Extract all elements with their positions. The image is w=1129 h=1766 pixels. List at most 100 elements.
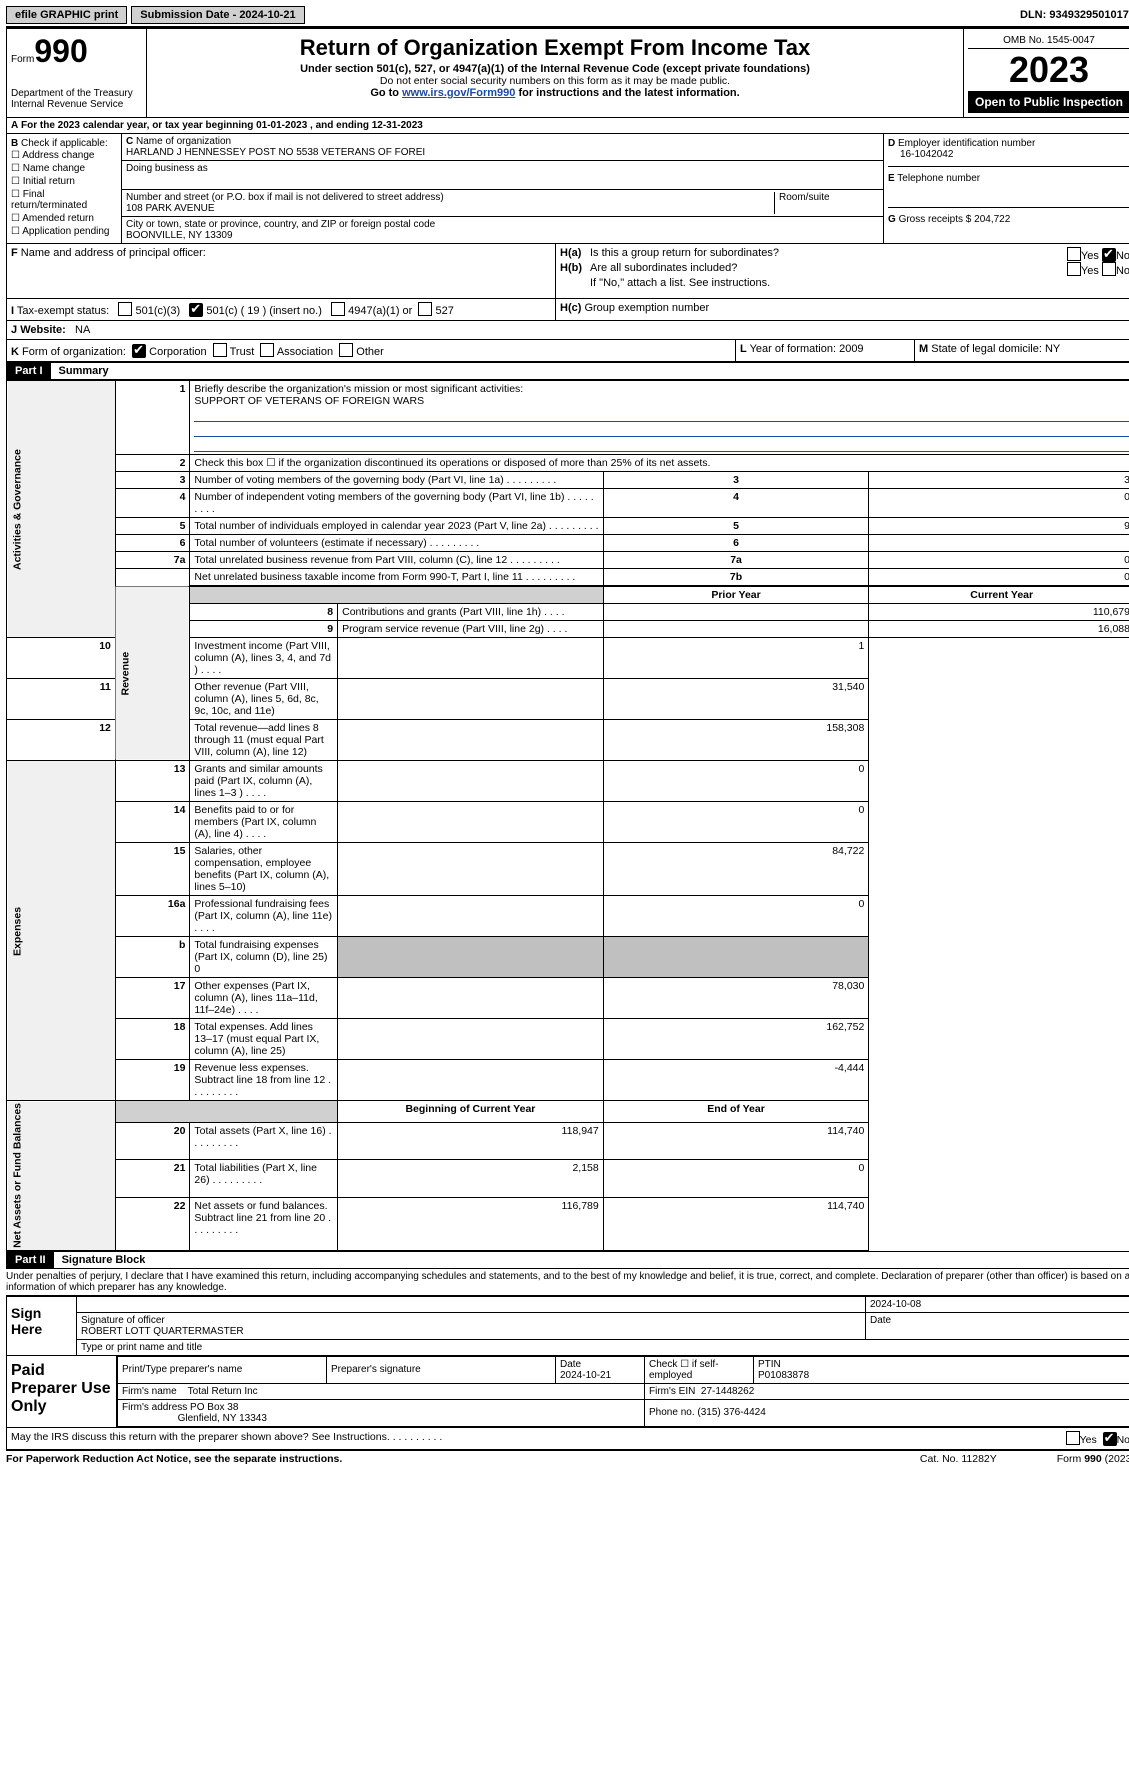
mission: SUPPORT OF VETERANS OF FOREIGN WARS: [194, 395, 424, 407]
part2-title: Signature Block: [54, 1252, 154, 1268]
bcy-header: Beginning of Current Year: [338, 1101, 604, 1123]
net-row-22: Net assets or fund balances. Subtract li…: [194, 1200, 331, 1236]
cat-no: Cat. No. 11282Y: [920, 1453, 997, 1465]
exp-row-16a: Professional fundraising fees (Part IX, …: [194, 898, 332, 934]
501c3-checkbox[interactable]: [118, 302, 132, 316]
net-py-21: 2,158: [338, 1160, 604, 1197]
ptin: P01083878: [758, 1370, 809, 1381]
exp-cy-16b: [603, 937, 869, 978]
firm-name: Total Return Inc: [188, 1386, 258, 1397]
rev-row-8: Contributions and grants (Part VIII, lin…: [342, 606, 564, 618]
exp-row-15: Salaries, other compensation, employee b…: [194, 845, 329, 893]
city-value: BOONVILLE, NY 13309: [126, 230, 233, 241]
omb-number: OMB No. 1545-0047: [968, 33, 1129, 49]
side-governance: Activities & Governance: [7, 381, 116, 638]
net-val-22: 114,740: [603, 1197, 869, 1250]
prep-sig-label: Preparer's signature: [327, 1356, 556, 1383]
officer-label: Name and address of principal officer:: [21, 247, 206, 259]
exp-row-16b: Total fundraising expenses (Part IX, col…: [194, 939, 327, 975]
exp-val-17: 78,030: [603, 978, 869, 1019]
501c-checkbox[interactable]: [189, 303, 203, 317]
exp-val-19: -4,444: [603, 1060, 869, 1101]
trust-checkbox[interactable]: [213, 343, 227, 357]
exp-val-14: 0: [603, 802, 869, 843]
net-val-20: 114,740: [603, 1122, 869, 1159]
rev-row-11: Other revenue (Part VIII, column (A), li…: [194, 681, 318, 717]
ha-no-checkbox[interactable]: [1102, 248, 1116, 262]
part2-bar: Part II Signature Block: [6, 1251, 1129, 1269]
firm-addr2: Glenfield, NY 13343: [178, 1413, 267, 1424]
check-name-change[interactable]: Name change: [11, 162, 117, 175]
check-address-change[interactable]: Address change: [11, 149, 117, 162]
rev-row-12: Total revenue—add lines 8 through 11 (mu…: [194, 722, 323, 758]
side-revenue: Revenue: [115, 586, 190, 761]
side-expenses: Expenses: [7, 761, 116, 1101]
sig-date: 2024-10-08: [865, 1297, 1129, 1313]
ha-yes-checkbox[interactable]: [1067, 247, 1081, 261]
tax-year-line: For the 2023 calendar year, or tax year …: [21, 120, 423, 131]
net-py-22: 116,789: [338, 1197, 604, 1250]
summary-table: Activities & Governance 1 Briefly descri…: [6, 380, 1129, 1251]
gov-val-4: 0: [869, 489, 1129, 518]
4947-checkbox[interactable]: [331, 302, 345, 316]
perjury-declaration: Under penalties of perjury, I declare th…: [6, 1269, 1129, 1295]
addr-label: Number and street (or P.O. box if mail i…: [126, 192, 444, 203]
efile-button[interactable]: efile GRAPHIC print: [6, 6, 127, 24]
paperwork-notice: For Paperwork Reduction Act Notice, see …: [6, 1453, 342, 1465]
prior-year-header: Prior Year: [603, 586, 869, 604]
eoy-header: End of Year: [603, 1101, 869, 1123]
h-b-text: Are all subordinates included?: [590, 262, 1030, 277]
dept-treasury: Department of the Treasury: [11, 88, 142, 99]
goto-post: for instructions and the latest informat…: [515, 87, 739, 99]
gov-val-5: 9: [869, 518, 1129, 535]
line2: Check this box ☐ if the organization dis…: [190, 455, 1129, 472]
part2-header: Part II: [7, 1252, 54, 1268]
irs-link[interactable]: www.irs.gov/Form990: [402, 87, 515, 99]
: 2023: [968, 49, 1129, 91]
domicile-label: State of legal domicile:: [931, 343, 1042, 355]
phone-label: Telephone number: [897, 173, 980, 184]
rev-val-8: 110,679: [869, 604, 1129, 621]
gross-receipts-label: Gross receipts $: [899, 214, 972, 225]
check-final-return[interactable]: Final return/terminated: [11, 188, 117, 212]
room-label: Room/suite: [779, 192, 830, 203]
exp-row-13: Grants and similar amounts paid (Part IX…: [194, 763, 322, 799]
current-year-header: Current Year: [869, 586, 1129, 604]
rev-val-10: 1: [603, 638, 869, 679]
exp-val-13: 0: [603, 761, 869, 802]
form-label: Form: [11, 54, 34, 65]
form-org-label: Form of organization:: [22, 346, 126, 358]
footer: For Paperwork Reduction Act Notice, see …: [6, 1450, 1129, 1465]
exp-row-14: Benefits paid to or for members (Part IX…: [194, 804, 316, 840]
self-employed[interactable]: Check ☐ if self-employed: [645, 1356, 754, 1383]
tax-exempt-label: Tax-exempt status:: [17, 305, 109, 317]
exp-py-16b: [338, 937, 604, 978]
527-checkbox[interactable]: [418, 302, 432, 316]
h-b-note: If "No," attach a list. See instructions…: [560, 277, 1129, 289]
assoc-checkbox[interactable]: [260, 343, 274, 357]
firm-addr1: PO Box 38: [190, 1402, 238, 1413]
irs-label: Internal Revenue Service: [11, 99, 142, 110]
other-checkbox[interactable]: [339, 343, 353, 357]
paid-preparer-label: Paid Preparer Use Only: [7, 1356, 117, 1427]
rev-val-11: 31,540: [603, 679, 869, 720]
subtitle-2: Do not enter social security numbers on …: [151, 75, 959, 87]
year-formation: 2009: [839, 343, 863, 355]
discuss-no-checkbox[interactable]: [1103, 1432, 1117, 1446]
check-app-pending[interactable]: Application pending: [11, 225, 117, 238]
check-initial-return[interactable]: Initial return: [11, 175, 117, 188]
subtitle-1: Under section 501(c), 527, or 4947(a)(1)…: [151, 63, 959, 75]
hb-no-checkbox[interactable]: [1102, 262, 1116, 276]
check-amended-return[interactable]: Amended return: [11, 212, 117, 225]
discuss-yes-checkbox[interactable]: [1066, 1431, 1080, 1445]
gov-row-5: Total number of individuals employed in …: [194, 520, 598, 532]
type-name-label: Type or print name and title: [77, 1340, 1129, 1355]
gov-row-6: Total number of volunteers (estimate if …: [194, 537, 479, 549]
discuss-preparer: May the IRS discuss this return with the…: [11, 1431, 442, 1446]
corp-checkbox[interactable]: [132, 344, 146, 358]
form-title: Return of Organization Exempt From Incom…: [151, 35, 959, 61]
hb-yes-checkbox[interactable]: [1067, 262, 1081, 276]
exp-row-18: Total expenses. Add lines 13–17 (must eq…: [194, 1021, 319, 1057]
part1-title: Summary: [51, 363, 117, 379]
dba-label: Doing business as: [126, 163, 208, 174]
